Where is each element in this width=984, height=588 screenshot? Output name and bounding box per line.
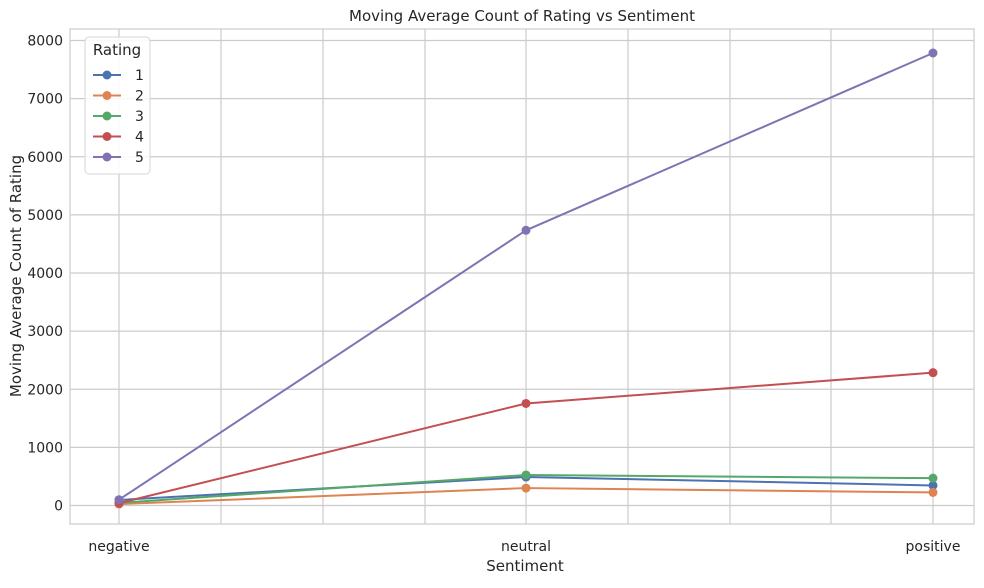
x-tick-label: negative: [88, 539, 149, 555]
legend-box: [84, 36, 151, 175]
data-point: [521, 398, 531, 408]
data-point: [928, 48, 938, 58]
legend-marker: [102, 70, 112, 80]
data-point: [928, 487, 938, 497]
data-point: [928, 480, 938, 490]
legend-label: 3: [135, 109, 144, 125]
legend-item: 1: [93, 68, 144, 84]
y-tick-label: 0: [54, 499, 63, 515]
data-point: [521, 470, 531, 480]
data-point: [928, 368, 938, 378]
x-axis-title: Sentiment: [486, 557, 564, 575]
legend-label: 1: [135, 68, 144, 84]
legend-label: 2: [135, 89, 144, 105]
legend-marker: [102, 132, 112, 141]
plot-frame: [69, 28, 975, 525]
y-tick-label: 4000: [27, 266, 63, 282]
grid-lines: [70, 29, 974, 524]
x-tick-label: neutral: [501, 539, 551, 555]
legend-title: Rating: [93, 41, 141, 59]
y-tick-label: 8000: [27, 34, 63, 50]
y-axis-title: Moving Average Count of Rating: [7, 155, 25, 397]
x-tick-labels: negative neutral positive: [88, 539, 960, 555]
legend-marker: [102, 91, 112, 100]
legend: Rating 1 2 3 4 5: [84, 36, 151, 175]
y-tick-label: 2000: [27, 382, 63, 398]
data-point: [521, 225, 531, 235]
x-tick-label: positive: [906, 539, 961, 555]
y-tick-label: 1000: [27, 440, 63, 456]
legend-marker: [102, 111, 112, 121]
y-tick-label: 5000: [27, 208, 63, 224]
y-tick-label: 7000: [27, 92, 63, 108]
series-group: [114, 48, 938, 509]
data-point: [521, 483, 531, 493]
legend-item: 5: [93, 150, 144, 166]
legend-marker: [102, 152, 112, 162]
y-tick-labels: 0 1000 2000 3000 4000 5000 6000 7000 8000: [27, 34, 63, 515]
series-5: [114, 48, 938, 505]
legend-item: 4: [93, 130, 144, 146]
y-tick-label: 6000: [27, 150, 63, 166]
legend-item: 3: [93, 109, 144, 125]
legend-item: 2: [93, 89, 144, 105]
data-point: [928, 473, 938, 483]
legend-label: 4: [135, 130, 144, 146]
legend-items: 1 2 3 4 5: [93, 68, 144, 166]
legend-label: 5: [135, 150, 144, 166]
y-tick-label: 3000: [27, 324, 63, 340]
chart-title: Moving Average Count of Rating vs Sentim…: [349, 7, 695, 25]
data-point: [114, 495, 124, 505]
